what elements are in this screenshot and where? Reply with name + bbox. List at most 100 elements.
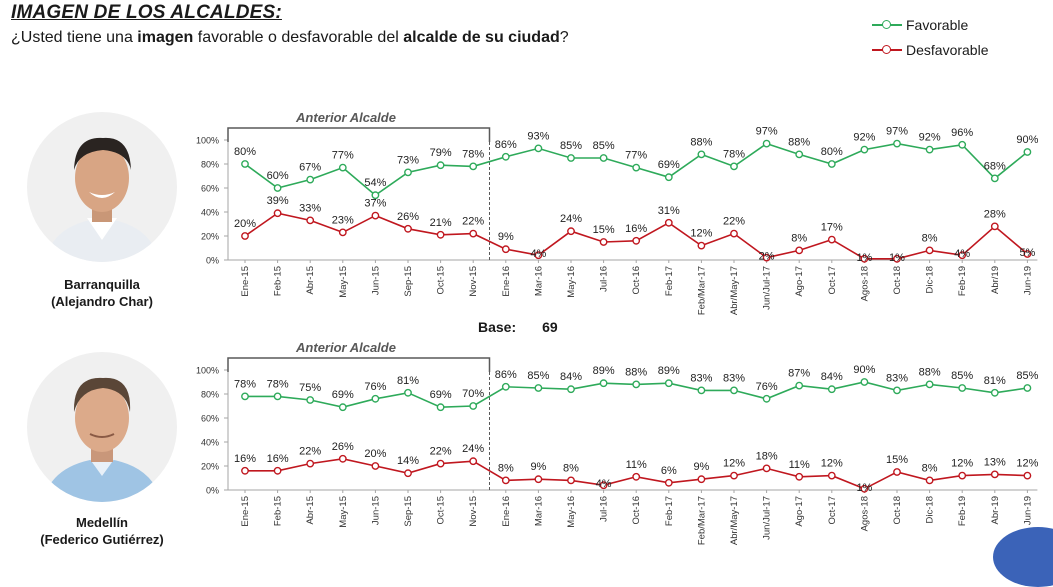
y-tick-label: 100% bbox=[196, 136, 219, 146]
x-tick-label: Jun/Jul-17 bbox=[762, 266, 773, 310]
data-point-favorable bbox=[632, 163, 641, 172]
data-label-desfavorable: 31% bbox=[658, 205, 680, 217]
x-tick-label: Oct-18 bbox=[892, 266, 903, 295]
data-label-favorable: 60% bbox=[267, 170, 289, 182]
data-point-favorable bbox=[436, 403, 445, 412]
data-label-favorable: 90% bbox=[1016, 134, 1038, 146]
x-tick-label: Jun/Jul-17 bbox=[762, 496, 773, 540]
data-label-desfavorable: 12% bbox=[951, 458, 973, 470]
data-point-desfavorable bbox=[827, 471, 836, 480]
data-label-desfavorable: 9% bbox=[530, 461, 546, 473]
data-point-favorable bbox=[925, 145, 934, 154]
data-point-favorable bbox=[730, 386, 738, 395]
data-label-favorable: 78% bbox=[462, 148, 484, 160]
data-label-desfavorable: 22% bbox=[299, 446, 321, 458]
data-label-favorable: 85% bbox=[1016, 370, 1038, 382]
data-point-desfavorable bbox=[925, 476, 934, 485]
x-tick-label: Abr-19 bbox=[990, 496, 1001, 525]
data-label-favorable: 81% bbox=[984, 375, 1006, 387]
data-label-desfavorable: 17% bbox=[821, 222, 843, 234]
x-tick-label: Jun-19 bbox=[1022, 266, 1033, 295]
y-tick-label: 0% bbox=[206, 256, 219, 266]
data-label-desfavorable: 22% bbox=[462, 216, 484, 228]
y-tick-label: 60% bbox=[201, 184, 219, 194]
annotation-label: Anterior Alcalde bbox=[295, 110, 396, 125]
data-label-favorable: 89% bbox=[658, 365, 680, 377]
data-label-desfavorable: 9% bbox=[693, 461, 709, 473]
data-point-favorable bbox=[697, 386, 706, 395]
data-point-favorable bbox=[501, 382, 510, 391]
data-label-desfavorable: 5% bbox=[1019, 247, 1035, 259]
x-tick-label: Agos-18 bbox=[859, 496, 870, 531]
data-label-desfavorable: 23% bbox=[332, 214, 354, 226]
data-point-desfavorable bbox=[1023, 471, 1032, 480]
data-label-favorable: 70% bbox=[462, 388, 484, 400]
data-point-desfavorable bbox=[404, 469, 412, 478]
data-point-favorable bbox=[1023, 148, 1032, 156]
data-point-desfavorable bbox=[860, 254, 869, 263]
legend-marker-icon bbox=[882, 20, 891, 29]
data-label-favorable: 81% bbox=[397, 375, 419, 387]
data-label-desfavorable: 1% bbox=[856, 252, 872, 264]
data-point-favorable bbox=[306, 175, 315, 184]
y-tick-label: 100% bbox=[196, 366, 219, 376]
data-point-favorable bbox=[762, 394, 771, 403]
data-label-desfavorable: 15% bbox=[593, 224, 615, 236]
data-point-desfavorable bbox=[469, 229, 478, 238]
avatar-barranquilla bbox=[27, 112, 177, 262]
data-point-desfavorable bbox=[795, 472, 804, 481]
data-point-desfavorable bbox=[436, 230, 445, 239]
data-label-desfavorable: 11% bbox=[789, 459, 810, 471]
x-tick-label: Oct-18 bbox=[892, 496, 903, 525]
data-point-desfavorable bbox=[762, 464, 771, 473]
data-label-favorable: 88% bbox=[690, 136, 712, 148]
data-label-favorable: 83% bbox=[886, 372, 908, 384]
data-label-favorable: 73% bbox=[397, 154, 419, 166]
data-point-favorable bbox=[599, 154, 608, 162]
city-caption-barranquilla: Barranquilla (Alejandro Char) bbox=[27, 276, 177, 310]
data-point-favorable bbox=[925, 380, 934, 389]
data-label-desfavorable: 16% bbox=[267, 453, 289, 465]
data-point-desfavorable bbox=[306, 216, 315, 225]
data-label-desfavorable: 4% bbox=[530, 248, 546, 260]
page-title: IMAGEN DE LOS ALCALDES: bbox=[11, 2, 282, 23]
data-point-favorable bbox=[371, 394, 380, 403]
legend-item-desfavorable: Desfavorable bbox=[870, 39, 989, 64]
data-label-desfavorable: 26% bbox=[332, 441, 354, 453]
data-point-favorable bbox=[338, 403, 347, 412]
data-label-favorable: 85% bbox=[951, 370, 973, 382]
data-label-desfavorable: 16% bbox=[234, 453, 256, 465]
data-label-desfavorable: 39% bbox=[267, 195, 289, 207]
y-tick-label: 20% bbox=[201, 232, 219, 242]
data-point-favorable bbox=[827, 385, 836, 394]
y-tick-label: 40% bbox=[201, 208, 219, 218]
data-point-desfavorable bbox=[338, 454, 347, 463]
data-label-desfavorable: 12% bbox=[723, 458, 745, 470]
subtitle-bold: imagen bbox=[137, 29, 194, 46]
data-point-desfavorable bbox=[697, 475, 706, 484]
data-label-favorable: 77% bbox=[332, 150, 354, 162]
data-label-desfavorable: 15% bbox=[886, 454, 908, 466]
data-label-desfavorable: 21% bbox=[430, 217, 452, 229]
data-label-desfavorable: 1% bbox=[889, 252, 905, 264]
data-label-desfavorable: 6% bbox=[661, 465, 677, 477]
data-point-favorable bbox=[632, 380, 641, 389]
data-label-desfavorable: 24% bbox=[560, 213, 582, 225]
data-point-desfavorable bbox=[730, 229, 738, 238]
data-label-favorable: 79% bbox=[430, 147, 452, 159]
data-label-desfavorable: 13% bbox=[984, 456, 1006, 468]
period-bracket bbox=[227, 127, 491, 142]
data-label-favorable: 54% bbox=[364, 177, 386, 189]
x-tick-label: Jun-15 bbox=[370, 266, 381, 295]
data-label-desfavorable: 8% bbox=[563, 462, 579, 474]
data-point-desfavorable bbox=[599, 481, 608, 490]
subtitle-part: ¿Usted tiene una bbox=[11, 29, 138, 46]
data-label-favorable: 88% bbox=[625, 366, 647, 378]
portrait-icon bbox=[27, 112, 177, 262]
data-point-favorable bbox=[795, 150, 804, 159]
data-label-desfavorable: 14% bbox=[397, 455, 419, 467]
data-point-desfavorable bbox=[501, 476, 510, 485]
data-point-favorable bbox=[697, 150, 706, 159]
x-tick-label: Ago-17 bbox=[794, 266, 805, 297]
x-tick-label: Oct-16 bbox=[631, 496, 642, 525]
